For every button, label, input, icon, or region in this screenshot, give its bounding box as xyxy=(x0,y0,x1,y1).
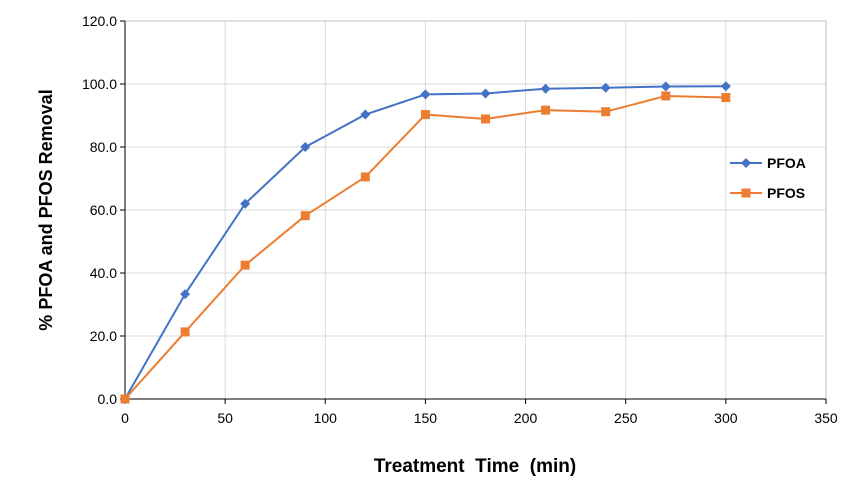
legend-label-pfoa: PFOA xyxy=(767,155,806,171)
y-axis-title: % PFOA and PFOS Removal xyxy=(36,89,56,330)
data-point-pfos xyxy=(481,114,491,124)
x-tick-label: 250 xyxy=(614,410,638,426)
y-tick-label: 100.0 xyxy=(82,76,117,92)
data-point-pfoa xyxy=(360,109,371,120)
y-tick-label: 0.0 xyxy=(98,391,118,407)
x-tick-label: 50 xyxy=(217,410,233,426)
series-pfos xyxy=(120,91,731,404)
data-point-pfoa xyxy=(480,88,491,99)
data-point-pfos xyxy=(420,110,430,120)
data-point-pfos xyxy=(360,172,370,182)
data-point-pfoa xyxy=(660,81,671,92)
x-tick-label: 300 xyxy=(714,410,738,426)
axes xyxy=(120,20,827,404)
x-tick-label: 350 xyxy=(814,410,838,426)
y-tick-label: 120.0 xyxy=(82,13,117,29)
series-pfoa xyxy=(120,81,731,404)
data-point-pfos xyxy=(180,327,190,337)
data-point-pfoa xyxy=(240,198,251,209)
y-tick-label: 60.0 xyxy=(90,202,117,218)
data-point-pfos xyxy=(120,394,130,404)
data-point-pfoa xyxy=(420,89,431,100)
data-point-pfos xyxy=(541,105,551,115)
data-point-pfos xyxy=(721,93,731,103)
series-group xyxy=(120,81,731,404)
data-point-pfos xyxy=(601,107,611,117)
legend-label-pfos: PFOS xyxy=(767,185,805,201)
tick-labels: 0.0 20.0 40.0 60.0 80.0 100.0 120.0 0 50 100 150 20… xyxy=(82,13,838,426)
x-tick-label: 100 xyxy=(314,410,338,426)
data-point-pfoa xyxy=(540,83,551,94)
y-tick-label: 40.0 xyxy=(90,265,117,281)
data-point-pfoa xyxy=(300,142,311,152)
legend-item-pfos: PFOS xyxy=(730,185,805,201)
y-tick-label: 20.0 xyxy=(90,328,117,344)
legend-marker-pfoa xyxy=(741,158,751,168)
grid-lines xyxy=(125,20,827,399)
data-point-pfoa xyxy=(180,289,191,300)
data-point-pfoa xyxy=(600,82,611,93)
data-point-pfoa xyxy=(720,81,731,92)
data-point-pfos xyxy=(240,260,250,270)
legend-item-pfoa: PFOA xyxy=(730,155,806,171)
y-tick-label: 80.0 xyxy=(90,139,117,155)
x-tick-label: 0 xyxy=(121,410,129,426)
legend: PFOA PFOS xyxy=(730,155,806,201)
data-point-pfos xyxy=(661,91,671,101)
x-tick-label: 200 xyxy=(514,410,538,426)
data-point-pfos xyxy=(300,211,310,221)
x-tick-label: 150 xyxy=(414,410,438,426)
x-axis-title: Treatment Time (min) xyxy=(374,456,576,477)
legend-marker-pfos xyxy=(741,188,751,198)
